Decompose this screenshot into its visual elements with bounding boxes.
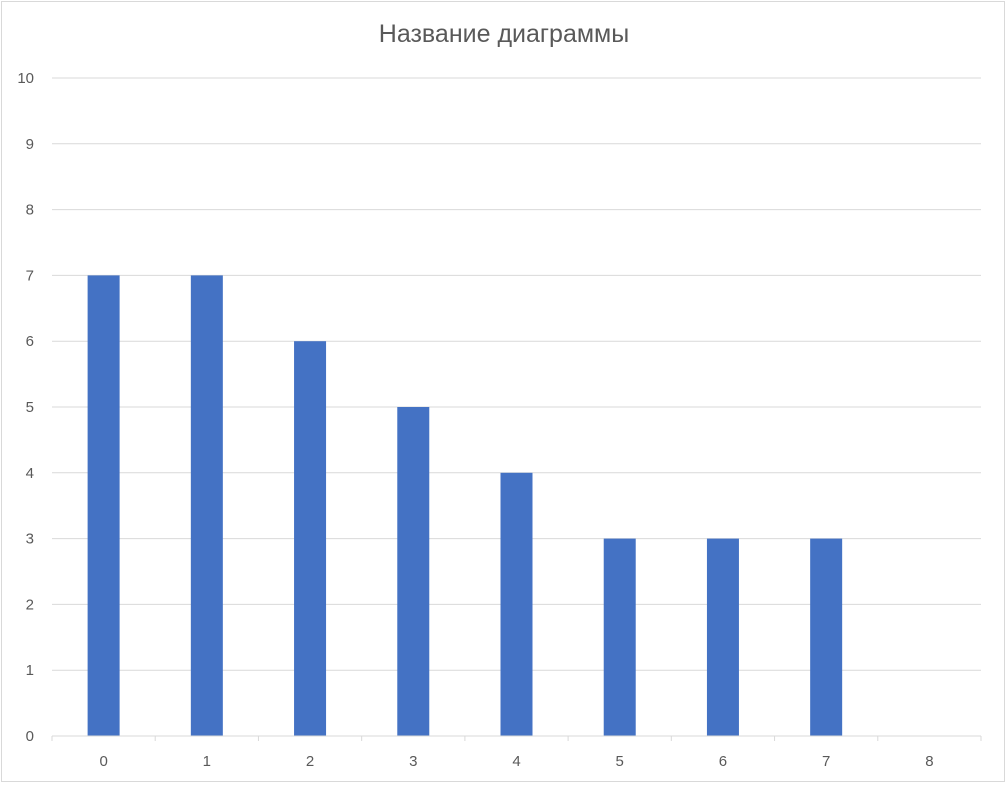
x-tick-label: 7	[822, 753, 830, 770]
bar	[190, 275, 223, 736]
x-axis	[51, 735, 982, 741]
bar	[87, 275, 120, 736]
y-tick-label: 2	[26, 596, 34, 613]
bar	[500, 472, 533, 736]
bar	[397, 407, 430, 736]
bar	[603, 538, 636, 736]
y-axis-tick-labels: 0 1 2 3 4 5 6 7 8 9 10	[17, 70, 34, 745]
bar	[706, 538, 739, 736]
y-tick-label: 0	[26, 728, 34, 745]
y-tick-label: 7	[26, 267, 34, 284]
y-tick-label: 4	[26, 465, 34, 482]
y-tick-label: 6	[26, 333, 34, 350]
x-tick-label: 2	[306, 753, 314, 770]
x-tick-label: 5	[616, 753, 624, 770]
y-tick-label: 1	[26, 662, 34, 679]
x-tick-label: 1	[203, 753, 211, 770]
bar	[810, 538, 843, 736]
bar	[294, 341, 327, 736]
y-tick-label: 3	[26, 531, 34, 548]
y-tick-label: 9	[26, 136, 34, 153]
x-tick-label: 4	[512, 753, 520, 770]
x-tick-label: 0	[99, 753, 107, 770]
x-axis-tick-labels: 0 1 2 3 4 5 6 7 8	[99, 753, 933, 770]
chart-title: Название диаграммы	[378, 20, 630, 48]
x-tick-label: 6	[719, 753, 727, 770]
bars	[87, 275, 843, 736]
y-tick-label: 8	[26, 202, 34, 219]
y-tick-label: 10	[17, 70, 34, 87]
x-tick-label: 8	[925, 753, 933, 770]
y-tick-label: 5	[26, 399, 34, 416]
x-tick-label: 3	[409, 753, 417, 770]
